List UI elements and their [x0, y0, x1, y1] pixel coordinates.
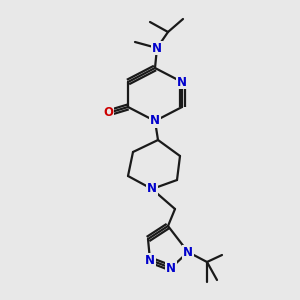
Text: N: N	[147, 182, 157, 196]
Text: N: N	[150, 115, 160, 128]
Text: N: N	[177, 76, 187, 88]
Text: O: O	[103, 106, 113, 119]
Text: N: N	[183, 245, 193, 259]
Text: N: N	[152, 41, 162, 55]
Text: N: N	[166, 262, 176, 275]
Text: N: N	[145, 254, 155, 266]
